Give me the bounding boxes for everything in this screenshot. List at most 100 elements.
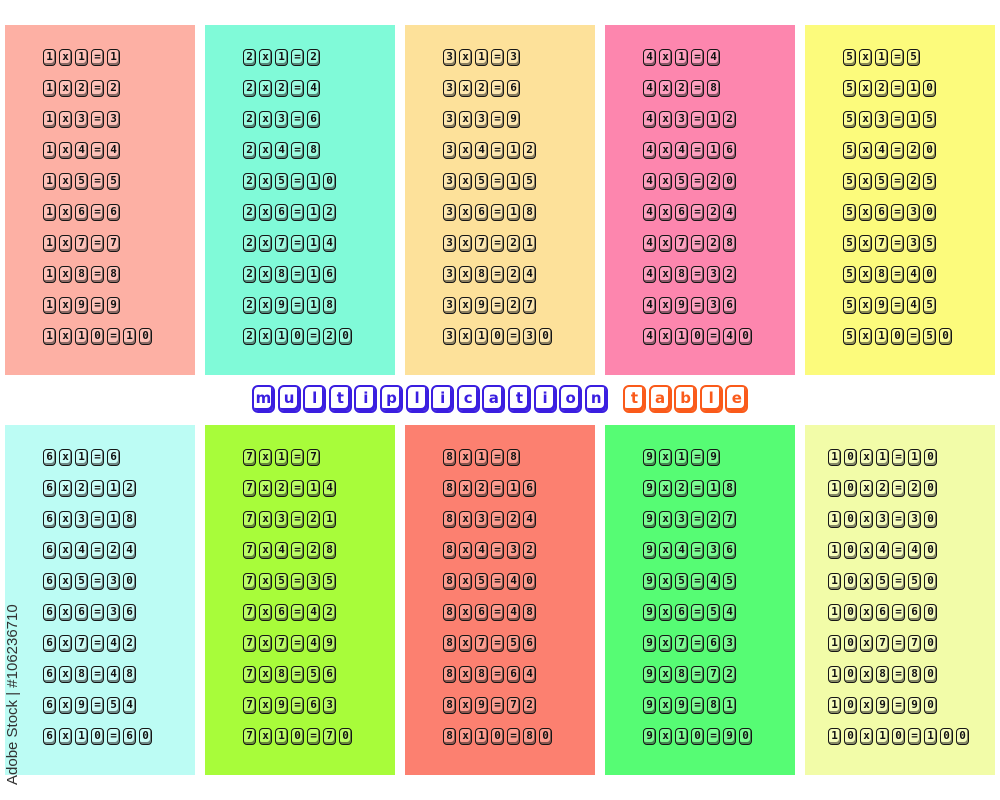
char-tile (243, 235, 256, 252)
equation-text: 4x5=20 (646, 174, 743, 187)
char-tile (891, 297, 904, 314)
char-tile (723, 142, 736, 159)
char-tile (43, 697, 56, 714)
equation-text: 3x5=15 (446, 174, 543, 187)
char-tile (675, 142, 688, 159)
equation-text: 9x4=36 (646, 543, 743, 556)
char-tile (307, 297, 320, 314)
equation-text: 10x7=70 (831, 636, 944, 649)
tile-backgrounds (243, 204, 339, 221)
char-tile (475, 49, 488, 66)
char-tile (908, 449, 921, 466)
char-tile (691, 297, 704, 314)
char-tile (291, 328, 304, 345)
char-tile (259, 697, 272, 714)
char-tile (75, 697, 88, 714)
char-tile (523, 266, 536, 283)
tile-backgrounds (643, 604, 739, 621)
table-panel-7: 7x1=7 7x2=14 7x3=21 7x4=28 7x5=35 7x6=42 7x7=4… (205, 425, 395, 775)
char-tile (844, 449, 857, 466)
char-tile (659, 235, 672, 252)
char-tile (924, 666, 937, 683)
char-tile (523, 666, 536, 683)
char-tile (707, 266, 720, 283)
char-tile (43, 604, 56, 621)
char-tile (707, 449, 720, 466)
char-tile (723, 728, 736, 745)
char-tile (307, 80, 320, 97)
char-tile (475, 173, 488, 190)
char-tile (75, 573, 88, 590)
char-tile (523, 635, 536, 652)
char-tile (876, 449, 889, 466)
equation-text: 2x5=10 (246, 174, 343, 187)
char-tile (844, 573, 857, 590)
char-tile (123, 697, 136, 714)
tile-backgrounds (243, 573, 339, 590)
equation-text: 9x2=18 (646, 481, 743, 494)
equation-text: 8x1=8 (446, 450, 527, 463)
char-tile (459, 142, 472, 159)
char-tile (907, 49, 920, 66)
equation-text: 8x2=16 (446, 481, 543, 494)
char-tile (139, 328, 152, 345)
equation-row: 3x1=3 (443, 49, 595, 80)
char-tile (107, 173, 120, 190)
char-tile (523, 511, 536, 528)
char-tile (643, 142, 656, 159)
tile-backgrounds (443, 449, 523, 466)
char-tile (107, 573, 120, 590)
equation-row: 5x1=5 (843, 49, 995, 80)
char-tile (475, 204, 488, 221)
char-tile (507, 173, 520, 190)
char-tile (691, 111, 704, 128)
char-tile (691, 635, 704, 652)
equation-text: 4x6=24 (646, 205, 743, 218)
char-tile (91, 666, 104, 683)
char-tile (75, 142, 88, 159)
equation-row: 7x1=7 (243, 449, 395, 480)
char-tile (59, 235, 72, 252)
char-tile (691, 204, 704, 221)
char-tile (675, 328, 688, 345)
equation-row: 1x10=10 (43, 328, 195, 359)
equation-row: 8x2=16 (443, 480, 595, 511)
char-tile (843, 111, 856, 128)
tile-backgrounds (43, 266, 123, 283)
char-tile (675, 480, 688, 497)
char-tile (908, 511, 921, 528)
char-tile (523, 697, 536, 714)
char-tile (59, 666, 72, 683)
char-tile (491, 697, 504, 714)
char-tile (675, 542, 688, 559)
equation-row: 1x3=3 (43, 111, 195, 142)
equation-row: 2x9=18 (243, 297, 395, 328)
equation-text: 8x7=56 (446, 636, 543, 649)
equation-row: 10x6=60 (828, 604, 995, 635)
char-tile (643, 697, 656, 714)
title-letter-tile: e (725, 385, 749, 413)
tile-backgrounds (828, 542, 940, 559)
char-tile (43, 573, 56, 590)
char-tile (860, 449, 873, 466)
char-tile (691, 49, 704, 66)
char-tile (291, 235, 304, 252)
char-tile (491, 449, 504, 466)
title-letter-tile: t (622, 385, 646, 413)
char-tile (723, 266, 736, 283)
char-tile (475, 604, 488, 621)
equation-row: 7x8=56 (243, 666, 395, 697)
char-tile (475, 728, 488, 745)
char-tile (123, 542, 136, 559)
char-tile (659, 449, 672, 466)
equation-row: 8x9=72 (443, 697, 595, 728)
equation-row: 2x4=8 (243, 142, 395, 173)
table-panel-6: 6x1=6 6x2=12 6x3=18 6x4=24 6x5=30 6x6=36 6x7=4… (5, 425, 195, 775)
equation-row: 2x10=20 (243, 328, 395, 359)
tile-backgrounds (243, 80, 323, 97)
equation-text: 1x4=4 (46, 143, 127, 156)
equation-row: 10x8=80 (828, 666, 995, 697)
char-tile (860, 573, 873, 590)
equation-row: 4x10=40 (643, 328, 795, 359)
char-tile (259, 80, 272, 97)
